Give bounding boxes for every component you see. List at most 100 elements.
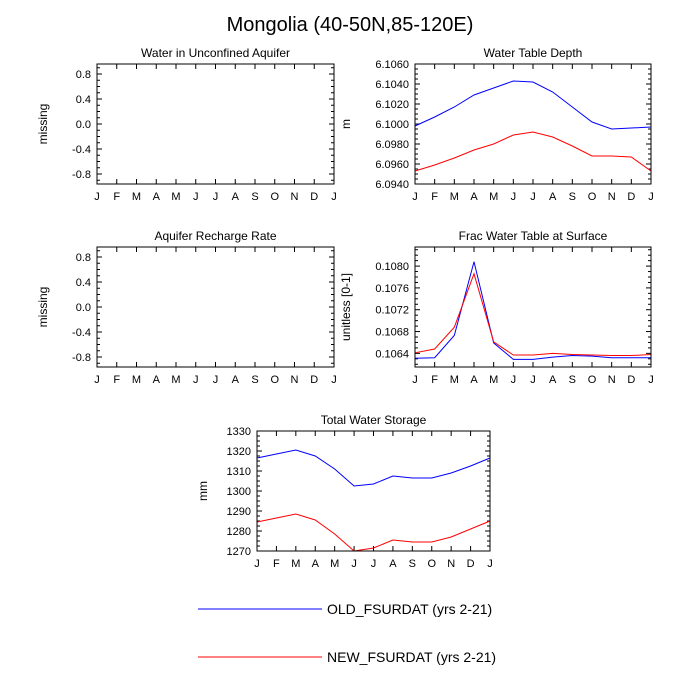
y-tick-label: 0.1080 xyxy=(375,261,409,273)
chart-title: Frac Water Table at Surface xyxy=(459,229,608,243)
x-tick-label: O xyxy=(270,374,279,386)
x-tick-label: A xyxy=(153,374,161,386)
x-tick-label: J xyxy=(371,558,377,570)
x-tick-label: O xyxy=(588,191,597,203)
x-tick-label: D xyxy=(310,374,318,386)
y-tick-label: 0.1064 xyxy=(375,348,409,360)
x-tick-label: A xyxy=(470,191,478,203)
y-axis-label: mm xyxy=(196,481,210,501)
x-tick-label: D xyxy=(310,191,318,203)
x-tick-label: F xyxy=(431,374,438,386)
x-tick-label: M xyxy=(489,374,498,386)
x-tick-label: J xyxy=(530,191,536,203)
panel-frac-water-table-at-surface: Frac Water Table at Surface unitless [0-1… xyxy=(339,229,654,386)
series-line-old-fsurdat xyxy=(414,80,652,130)
x-tick-label: N xyxy=(608,191,616,203)
y-tick-label: 0.4 xyxy=(76,277,91,289)
x-tick-label: N xyxy=(608,374,616,386)
x-tick-label: A xyxy=(389,558,397,570)
x-tick-label: A xyxy=(549,374,557,386)
x-tick-label: M xyxy=(450,374,459,386)
x-tick-label: J xyxy=(487,558,493,570)
plot-frame xyxy=(414,63,652,185)
y-tick-label: 1290 xyxy=(227,506,251,518)
x-tick-label: A xyxy=(232,374,240,386)
y-tick-label: 6.1060 xyxy=(375,59,409,71)
x-tick-label: J xyxy=(213,374,219,386)
figure-title: Mongolia (40-50N,85-120E) xyxy=(227,14,474,36)
x-tick-label: F xyxy=(431,191,438,203)
legend: OLD_FSURDAT (yrs 2-21) NEW_FSURDAT (yrs … xyxy=(198,601,496,665)
x-tick-label: S xyxy=(409,558,416,570)
y-tick-label: 6.1040 xyxy=(375,79,409,91)
x-tick-label: A xyxy=(549,191,557,203)
x-tick-label: S xyxy=(569,374,576,386)
chart-title: Total Water Storage xyxy=(321,413,427,427)
x-tick-label: M xyxy=(291,558,300,570)
x-tick-label: J xyxy=(193,374,199,386)
y-tick-label: 1300 xyxy=(227,486,251,498)
x-tick-label: J xyxy=(648,191,654,203)
plot-frame xyxy=(414,246,652,368)
y-tick-label: 6.1000 xyxy=(375,119,409,131)
chart-title: Water Table Depth xyxy=(484,46,583,60)
y-tick-label: -0.8 xyxy=(72,352,91,364)
y-tick-label: 0.8 xyxy=(76,252,91,264)
y-axis-label: missing xyxy=(36,104,50,145)
chart-title: Aquifer Recharge Rate xyxy=(154,229,276,243)
x-tick-label: M xyxy=(171,374,180,386)
x-tick-label: J xyxy=(213,191,219,203)
y-tick-label: 1330 xyxy=(227,426,251,438)
y-tick-label: 1280 xyxy=(227,526,251,538)
series-line-new-fsurdat xyxy=(414,272,652,357)
y-tick-label: 1270 xyxy=(227,546,251,558)
y-tick-label: 0.0 xyxy=(76,119,91,131)
x-tick-label: A xyxy=(153,191,161,203)
y-tick-label: 6.0980 xyxy=(375,139,409,151)
series-line-old-fsurdat xyxy=(256,449,491,487)
plot-frame xyxy=(96,63,335,185)
legend-label-new-fsurdat: NEW_FSURDAT (yrs 2-21) xyxy=(327,649,496,665)
x-tick-label: D xyxy=(467,558,475,570)
x-tick-label: J xyxy=(94,374,100,386)
x-tick-label: N xyxy=(291,374,299,386)
y-tick-label: -0.4 xyxy=(72,327,91,339)
x-tick-label: A xyxy=(312,558,320,570)
x-tick-label: J xyxy=(193,191,199,203)
y-tick-label: 0.1072 xyxy=(375,305,409,317)
x-tick-label: F xyxy=(113,191,120,203)
x-tick-label: D xyxy=(627,374,635,386)
y-tick-label: 6.0960 xyxy=(375,159,409,171)
x-tick-label: J xyxy=(331,374,337,386)
y-tick-label: 0.1076 xyxy=(375,283,409,295)
y-tick-label: 6.0940 xyxy=(375,179,409,191)
y-tick-label: 0.8 xyxy=(76,69,91,81)
y-tick-label: 0.4 xyxy=(76,94,91,106)
chart-title: Water in Unconfined Aquifer xyxy=(141,46,290,60)
x-tick-label: S xyxy=(569,191,576,203)
x-tick-label: J xyxy=(254,558,260,570)
series-line-new-fsurdat xyxy=(414,131,652,172)
y-tick-label: 0.1068 xyxy=(375,327,409,339)
x-tick-label: M xyxy=(171,191,180,203)
x-tick-label: J xyxy=(351,558,357,570)
x-tick-label: O xyxy=(427,558,436,570)
x-tick-label: F xyxy=(273,558,280,570)
y-tick-label: -0.4 xyxy=(72,144,91,156)
x-tick-label: A xyxy=(470,374,478,386)
y-axis-label: missing xyxy=(36,287,50,328)
y-axis-label: unitless [0-1] xyxy=(339,273,353,341)
y-tick-label: 1310 xyxy=(227,466,251,478)
y-axis-label: m xyxy=(339,119,353,129)
x-tick-label: J xyxy=(511,374,517,386)
x-tick-label: A xyxy=(232,191,240,203)
y-tick-label: -0.8 xyxy=(72,169,91,181)
y-tick-label: 0.0 xyxy=(76,302,91,314)
x-tick-label: J xyxy=(412,191,418,203)
x-tick-label: J xyxy=(331,191,337,203)
